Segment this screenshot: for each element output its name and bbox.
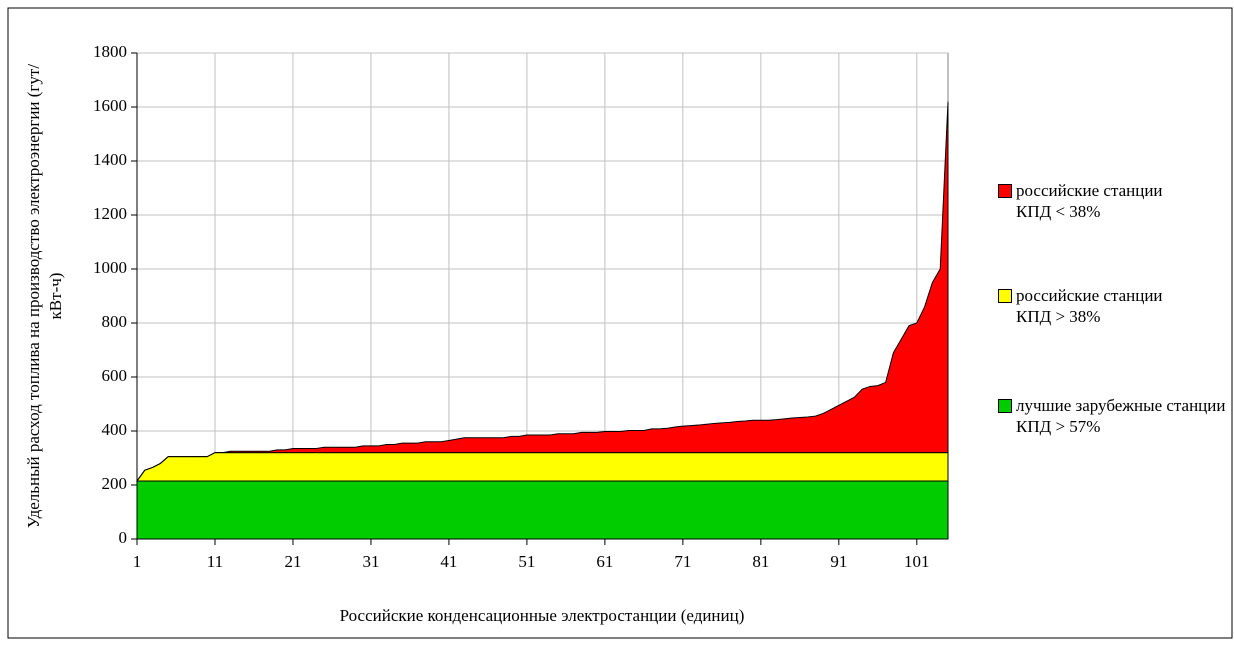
- y-tick-label: 600: [102, 366, 128, 385]
- x-tick-label: 11: [207, 552, 223, 571]
- legend-item: российские станции КПД > 38%: [998, 285, 1234, 327]
- y-tick-label: 400: [102, 420, 128, 439]
- y-tick-label: 0: [119, 528, 128, 547]
- x-tick-label: 31: [362, 552, 379, 571]
- x-tick-label: 61: [596, 552, 613, 571]
- y-tick-label: 1000: [93, 258, 127, 277]
- legend-swatch: [998, 184, 1012, 198]
- x-tick-label: 81: [752, 552, 769, 571]
- x-axis-label: Российские конденсационные электростанци…: [340, 606, 745, 625]
- area: [136, 480, 949, 540]
- legend-item: российские станции КПД < 38%: [998, 180, 1234, 222]
- x-tick-label: 1: [133, 552, 142, 571]
- y-tick-label: 1400: [93, 150, 127, 169]
- x-tick-label: 101: [904, 552, 930, 571]
- x-tick-label: 51: [518, 552, 535, 571]
- y-axis-label: Удельный расход топлива на производство …: [24, 63, 65, 529]
- area: [136, 101, 949, 482]
- legend-swatch: [998, 399, 1012, 413]
- y-tick-label: 1800: [93, 42, 127, 61]
- legend-label: лучшие зарубежные станции КПД > 57%: [1016, 396, 1226, 436]
- x-tick-label: 21: [284, 552, 301, 571]
- x-tick-label: 91: [830, 552, 847, 571]
- area: [136, 452, 949, 482]
- legend-swatch: [998, 289, 1012, 303]
- legend-label: российские станции КПД > 38%: [1016, 286, 1163, 326]
- y-tick-label: 1600: [93, 96, 127, 115]
- legend-label: российские станции КПД < 38%: [1016, 181, 1163, 221]
- y-tick-label: 200: [102, 474, 128, 493]
- frame: [7, 7, 1233, 639]
- x-tick-label: 71: [674, 552, 691, 571]
- x-tick-label: 41: [440, 552, 457, 571]
- y-tick-label: 800: [102, 312, 128, 331]
- legend-item: лучшие зарубежные станции КПД > 57%: [998, 395, 1234, 437]
- y-tick-label: 1200: [93, 204, 127, 223]
